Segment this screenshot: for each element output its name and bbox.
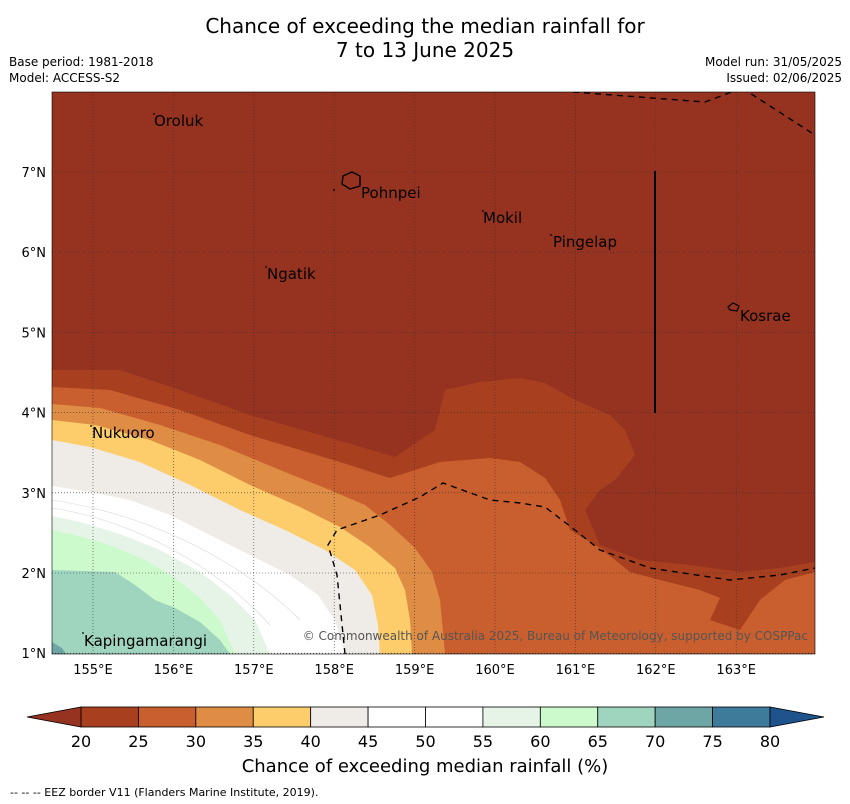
lon-tick-label: 155°E [73,663,113,678]
colorbar-segment [712,706,771,728]
lon-tick-label: 158°E [314,663,354,678]
contour-line [52,499,301,621]
kapingamarangi-atoll-mark [82,632,84,634]
colorbar-under-arrow [26,706,82,728]
mokil-atoll-mark [482,210,484,212]
lon-tick-label: 162°E [636,663,676,678]
base-period-text: Base period: 1981-2018 [9,55,154,69]
lon-tick-label: 163°E [716,663,756,678]
axis-labels: 155°E 156°E 157°E 158°E 159°E 160°E 161°E 162°E… [22,166,756,678]
lat-tick-label: 5°N [22,326,47,341]
colorbar-tick-label: 40 [300,732,321,751]
colorbar-tick-label: 25 [128,732,149,751]
colorbar-over-arrow [769,706,825,728]
model-run-text: Model run: 31/05/2025 [704,55,842,69]
ant-atoll-mark [333,189,335,191]
colorbar-segment [539,706,599,728]
band-65-70 [52,570,230,654]
lat-tick-label: 6°N [22,246,47,261]
map-title-line1: Chance of exceeding the median rainfall … [205,14,645,38]
colorbar-segment [425,706,484,728]
probability-shading [52,92,815,654]
place-label-pohnpei: Pohnpei [361,184,421,202]
colorbar-segment [367,706,426,728]
place-label-kosrae: Kosrae [740,307,791,325]
lat-tick-label: 2°N [22,567,47,582]
place-label-ngatik: Ngatik [267,265,316,283]
band-70-75 [52,642,66,654]
place-label-mokil: Mokil [483,209,522,227]
lat-tick-label: 1°N [22,647,47,662]
colorbar-segment [654,706,713,728]
colorbar-tick-label: 20 [70,732,92,751]
colorbar-tick-label: 60 [530,732,551,751]
place-label-kapingamarangi: Kapingamarangi [84,632,207,650]
place-label-pingelap: Pingelap [553,233,617,251]
colorbar-tick-label: 30 [185,732,206,751]
copyright-notice: © Commonwealth of Australia 2025, Bureau… [303,629,808,643]
map-frame [51,91,816,655]
colorbar-label: Chance of exceeding median rainfall (%) [241,756,609,777]
colorbar-segment [80,706,139,728]
lon-tick-label: 160°E [475,663,515,678]
lat-tick-label: 7°N [22,166,47,181]
place-label-nukuoro: Nukuoro [92,424,155,442]
lon-tick-label: 156°E [154,663,194,678]
issued-text: Issued: 02/06/2025 [726,71,842,85]
map-title-line2: 7 to 13 June 2025 [335,38,515,62]
oroluk-atoll-mark [153,113,155,115]
eez-border [327,92,815,654]
colorbar-segment [597,706,656,728]
kosrae-island-outline [727,302,740,312]
lon-tick-label: 157°E [234,663,274,678]
colorbar [26,706,825,728]
eez-legend-text: -- -- -- EEZ border V11 (Flanders Marine… [10,786,319,799]
colorbar-tick-label: 35 [243,732,264,751]
lat-tick-label: 3°N [22,487,47,502]
contour-line [52,507,271,626]
colorbar-tick-label: 65 [587,732,608,751]
graticule [52,92,815,654]
ngatik-atoll-mark [265,266,267,268]
model-text: Model: ACCESS-S2 [9,71,121,85]
colorbar-segment [310,706,369,728]
colorbar-tick-label: 70 [644,732,666,751]
colorbar-segment [138,706,197,728]
lon-tick-label: 161°E [556,663,596,678]
eez-border-north [572,92,815,136]
colorbar-segment [482,706,541,728]
colorbar-tick-label: 45 [357,732,379,751]
eez-border-south [327,482,815,654]
colorbar-tick-label: 75 [702,732,723,751]
pingelap-atoll-mark [550,234,552,236]
colorbar-segment [252,706,312,728]
pohnpei-island-outline [341,171,361,190]
colorbar-tick-label: 55 [472,732,494,751]
lon-tick-label: 159°E [395,663,435,678]
nukuoro-atoll-mark [90,425,92,427]
place-label-oroluk: Oroluk [154,112,203,130]
colorbar-segment [195,706,254,728]
colorbar-tick-label: 50 [415,732,436,751]
lat-tick-label: 4°N [22,407,47,422]
colorbar-tick-label: 80 [759,732,781,751]
